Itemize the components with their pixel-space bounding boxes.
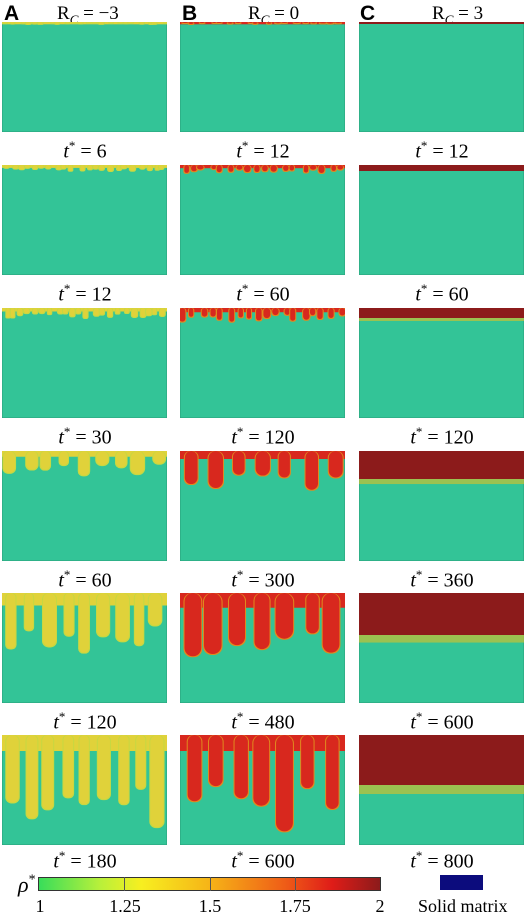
time-label: t* = 120 [410,424,474,449]
density-panel [2,308,167,418]
density-panel [180,308,345,418]
time-label: t* = 800 [410,848,474,873]
col-title-a: RC = −3 [57,3,119,27]
col-title-c: RC = 3 [432,3,484,27]
time-label: t* = 360 [410,567,474,592]
time-label: t* = 600 [410,709,474,734]
colorbar-tick-label: 1.5 [198,896,222,916]
density-panel [2,735,167,845]
time-label: t* = 60 [58,567,112,592]
colorbar-tick-label: 2 [375,896,385,916]
time-label: t* = 60 [236,281,290,306]
density-panel [180,22,345,132]
col-letter-c: C [360,2,376,25]
density-panel [2,593,167,703]
density-panel [359,735,524,845]
time-label: t* = 12 [236,138,290,163]
colorbar-tick-label: 1.75 [279,896,311,916]
solid-matrix-label: Solid matrix [418,896,508,916]
time-label: t* = 120 [53,709,117,734]
density-panel [359,165,524,275]
density-panel [180,593,345,703]
col-title-b: RC = 0 [248,3,300,27]
density-panel [359,308,524,418]
time-label: t* = 600 [231,848,295,873]
solid-matrix-swatch [440,875,483,890]
density-panel [2,22,167,132]
density-panel [180,735,345,845]
time-label: t* = 12 [58,281,112,306]
colorbar-tick-label: 1.25 [109,896,141,916]
density-panel [2,451,167,561]
time-label: t* = 30 [58,424,112,449]
time-label: t* = 60 [415,281,469,306]
time-label: t* = 300 [231,567,295,592]
density-panel [180,165,345,275]
density-panel [359,22,524,132]
density-panel [359,451,524,561]
density-panel [2,165,167,275]
density-colorbar [38,877,381,891]
density-panel [180,451,345,561]
colorbar-symbol: ρ* [18,872,36,897]
density-panel [359,593,524,703]
time-label: t* = 480 [231,709,295,734]
col-letter-a: A [4,2,20,25]
time-label: t* = 120 [231,424,295,449]
col-letter-b: B [182,2,198,25]
time-label: t* = 6 [63,138,107,163]
time-label: t* = 180 [53,848,117,873]
colorbar-tick-label: 1 [35,896,45,916]
time-label: t* = 12 [415,138,469,163]
